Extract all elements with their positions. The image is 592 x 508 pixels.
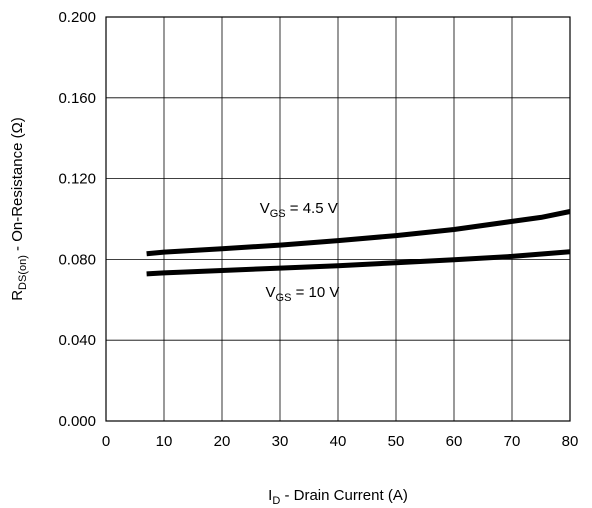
x-tick-label: 0 <box>102 433 110 450</box>
series-label-1: VGS = 4.5 V <box>260 200 338 220</box>
y-axis-label: RDS(on) - On-Resistance (Ω) <box>9 117 29 301</box>
y-tick-label: 0.080 <box>58 251 96 268</box>
y-tick-label: 0.000 <box>58 413 96 430</box>
x-tick-label: 30 <box>272 433 289 450</box>
y-tick-label: 0.200 <box>58 9 96 26</box>
grid <box>106 17 570 421</box>
x-tick-label: 20 <box>214 433 231 450</box>
series-line-1 <box>146 209 571 257</box>
x-tick-label: 80 <box>562 433 579 450</box>
x-tick-labels: 0 10 20 30 40 50 60 70 80 <box>102 433 579 450</box>
series-label-2: VGS = 10 V <box>266 284 340 304</box>
y-tick-label: 0.160 <box>58 90 96 107</box>
x-tick-label: 70 <box>504 433 521 450</box>
series-layer: VGS = 4.5 V VGS = 10 V <box>146 200 571 304</box>
plot-frame <box>105 16 571 422</box>
y-tick-label: 0.120 <box>58 171 96 188</box>
y-tick-label: 0.040 <box>58 332 96 349</box>
x-tick-label: 50 <box>388 433 405 450</box>
x-tick-label: 60 <box>446 433 463 450</box>
x-tick-label: 40 <box>330 433 347 450</box>
y-tick-labels: 0.000 0.040 0.080 0.120 0.160 0.200 <box>58 9 96 430</box>
series-line-2 <box>146 249 571 277</box>
x-tick-label: 10 <box>156 433 173 450</box>
x-axis-label: ID - Drain Current (A) <box>268 487 408 507</box>
